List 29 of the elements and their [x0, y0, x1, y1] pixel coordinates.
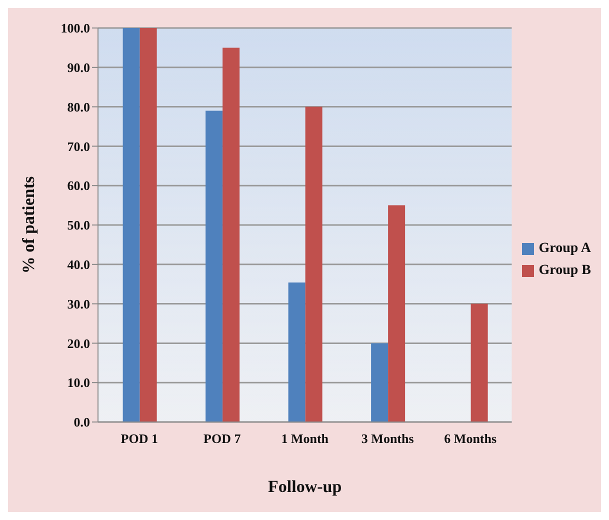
x-axis-title: Follow-up	[268, 477, 342, 496]
y-tick-label: 80.0	[67, 99, 90, 114]
bar	[388, 205, 406, 422]
y-tick-label: 90.0	[67, 60, 90, 76]
bar	[371, 343, 388, 422]
y-tick-label: 100.0	[60, 20, 90, 36]
bar	[470, 304, 488, 422]
bar	[222, 48, 240, 422]
bar	[140, 28, 157, 422]
y-tick-label: 0.0	[74, 414, 90, 430]
y-tick-label: 30.0	[67, 296, 90, 312]
x-tick-label: 3 Months	[361, 431, 414, 446]
legend-label: Group B	[538, 263, 591, 279]
y-tick-label: 70.0	[67, 138, 90, 154]
bar	[206, 110, 223, 422]
x-tick-label: 6 Months	[444, 431, 497, 446]
legend-label: Group A	[538, 241, 591, 257]
bar	[288, 282, 306, 422]
y-axis-title: % of patients	[19, 176, 38, 274]
y-tick-label: 50.0	[67, 218, 90, 233]
bar	[122, 28, 140, 422]
y-tick-label: 40.0	[67, 257, 90, 272]
y-tick-label: 20.0	[67, 336, 90, 351]
x-tick-label: POD 1	[120, 431, 158, 446]
y-tick-label: 60.0	[67, 178, 90, 194]
x-tick-label: POD 7	[204, 431, 242, 446]
x-tick-label: 1 Month	[281, 431, 330, 446]
y-tick-label: 10.0	[67, 375, 90, 390]
bar	[305, 106, 322, 422]
